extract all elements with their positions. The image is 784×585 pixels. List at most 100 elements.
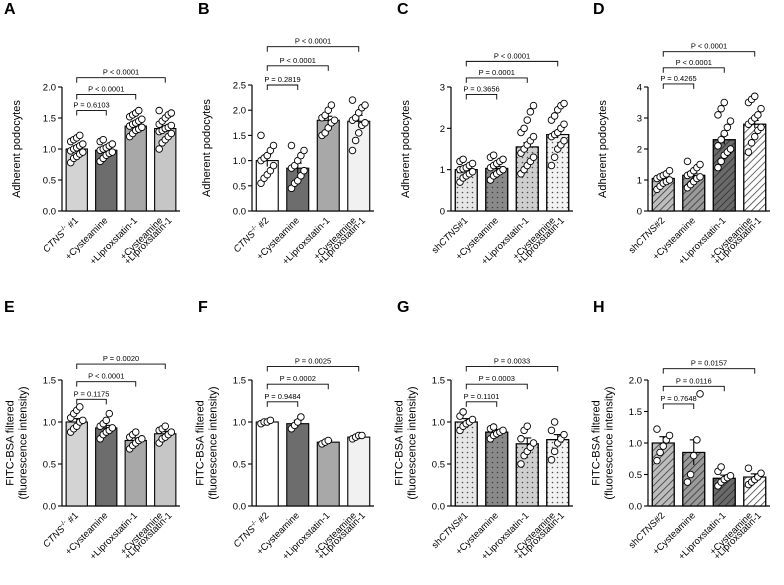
data-point (547, 456, 556, 464)
data-point (714, 111, 722, 119)
y-tick-label: 0.5 (233, 181, 246, 192)
p-value-label: P = 0.0001 (479, 68, 515, 77)
data-point (167, 428, 176, 436)
data-point (714, 163, 722, 172)
data-point (520, 124, 528, 133)
data-point (287, 141, 296, 150)
data-point (155, 145, 163, 153)
data-point (653, 425, 661, 433)
comparison-bracket (465, 60, 559, 67)
comparison-bracket (76, 363, 166, 370)
data-point (489, 423, 498, 431)
y-tick-label: 0.0 (233, 207, 246, 218)
data-point (351, 136, 360, 145)
data-point (656, 448, 664, 457)
comparison-bracket (266, 383, 329, 390)
comparison-bracket (465, 77, 528, 83)
y-tick-label: 0.0 (43, 502, 56, 513)
comparison-bracket (662, 67, 725, 73)
panel-letter: F (198, 299, 208, 316)
comparison-bracket (76, 110, 107, 116)
y-tick-label: 1.5 (432, 376, 445, 387)
p-value-label: P = 0.0116 (676, 376, 712, 385)
data-point (300, 146, 308, 155)
category-label-genotype: -/- (59, 224, 68, 233)
data-point (517, 435, 525, 443)
data-point (167, 121, 176, 130)
y-tick-label: 1 (637, 176, 642, 187)
comparison-bracket (266, 65, 329, 71)
y-tick-label: 0.0 (629, 502, 642, 513)
data-point (560, 136, 568, 145)
data-point (696, 173, 704, 181)
y-axis-label: Adherent podocytes (400, 100, 412, 198)
data-point (523, 422, 532, 430)
y-tick-label: 0 (440, 207, 445, 218)
data-point (358, 431, 366, 440)
data-point (330, 116, 339, 125)
data-point (720, 98, 729, 107)
data-point (683, 157, 692, 166)
y-tick-label: 1.0 (43, 418, 56, 429)
data-point (744, 148, 753, 156)
y-tick-label: 3 (440, 83, 445, 94)
data-point (757, 123, 765, 132)
y-axis-label: Adherent podocytes (597, 100, 609, 198)
comparison-bracket (266, 401, 299, 407)
data-point (550, 447, 559, 456)
y-axis-label: FITC-BSA filtered (195, 400, 207, 486)
panel-letter: G (397, 299, 409, 316)
data-point (757, 469, 765, 477)
comparison-bracket (266, 366, 360, 372)
data-point (720, 129, 729, 138)
data-point (653, 456, 661, 465)
category-label-genotype: -/- (249, 519, 258, 528)
y-tick-label: 0 (637, 207, 642, 218)
y-tick-label: 1.5 (43, 114, 56, 125)
comparison-bracket (662, 83, 695, 89)
p-value-label: P < 0.0001 (691, 42, 727, 51)
data-point (726, 117, 735, 125)
p-value-label: P = 0.1101 (464, 392, 500, 401)
p-value-label: P < 0.0001 (676, 58, 712, 67)
p-value-label: P < 0.0001 (280, 56, 316, 65)
data-point (138, 123, 146, 132)
panel-c: C Adherent podocytes 0 1 2 3 P = 0.3656 P = 0.0… (397, 1, 573, 267)
y-tick-label: 1.0 (43, 145, 56, 156)
data-point (348, 96, 357, 104)
data-point (489, 151, 498, 159)
p-value-label: P = 0.0025 (295, 357, 331, 366)
comparison-bracket (662, 51, 756, 57)
y-tick-label: 1.0 (233, 156, 246, 167)
bar (347, 436, 371, 507)
data-point (327, 101, 336, 109)
data-point (526, 108, 535, 116)
data-point (108, 424, 117, 432)
data-point (550, 112, 559, 120)
y-tick-label: 2.0 (629, 376, 642, 387)
data-point (348, 146, 357, 155)
y-tick-label: 0.5 (233, 460, 246, 471)
y-axis-label: Adherent podocytes (201, 99, 213, 197)
data-point (747, 139, 756, 147)
y-tick-label: 0.5 (432, 460, 445, 471)
data-point (76, 131, 84, 140)
data-point (324, 436, 333, 445)
data-point (102, 416, 110, 425)
p-value-label: P = 0.0002 (280, 374, 316, 383)
data-point (696, 160, 704, 169)
p-value-label: P = 0.6103 (73, 101, 109, 110)
data-point (300, 166, 308, 175)
y-tick-label: 1 (440, 165, 445, 176)
y-tick-label: 1.5 (233, 131, 246, 142)
y-tick-label: 2 (637, 145, 642, 156)
category-label-genotype: -/- (59, 519, 68, 528)
comparison-bracket (662, 385, 725, 392)
comparison-bracket (465, 383, 528, 390)
panel-f: F FITC-BSA filtered (fluorescence intensit… (195, 299, 374, 562)
data-point (683, 478, 692, 486)
data-point (726, 145, 735, 153)
p-value-label: P = 0.0020 (103, 354, 139, 363)
panel-a: A Adherent podocytes 0.0 0.5 1.0 1.5 2.0 P = 0.… (4, 1, 180, 267)
comparison-bracket (266, 84, 299, 90)
